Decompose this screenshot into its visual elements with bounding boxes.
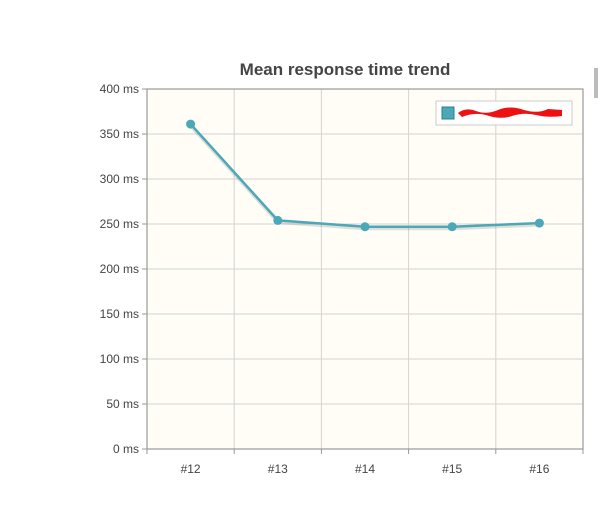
y-tick-label: 250 ms [100,217,139,231]
x-tick-label: #16 [529,462,549,476]
plot-frame [146,88,584,450]
plot-area: 0 ms 50 ms 100 ms 150 ms 200 ms 250 ms 300 ms 3… [100,82,584,476]
y-tick-label: 100 ms [100,352,139,366]
y-tick-label: 300 ms [100,172,139,186]
x-tick-label: #15 [442,462,462,476]
legend-swatch [441,106,455,120]
legend-label-redaction [458,107,562,118]
data-point [447,222,457,232]
y-tick-label: 150 ms [100,307,139,321]
y-tick-label: 350 ms [100,127,139,141]
window-edge [594,68,598,98]
y-tick-label: 50 ms [106,397,139,411]
y-tick-label: 200 ms [100,262,139,276]
data-point [273,215,283,225]
data-point [534,218,544,228]
y-tick-label: 0 ms [113,442,139,456]
data-point [360,222,370,232]
x-tick-label: #13 [268,462,288,476]
x-tick-label: #12 [181,462,201,476]
chart-legend [435,100,573,126]
data-point [186,119,196,129]
y-tick-label: 400 ms [100,82,139,96]
chart-title: Mean response time trend [240,60,451,79]
x-tick-label: #14 [355,462,375,476]
